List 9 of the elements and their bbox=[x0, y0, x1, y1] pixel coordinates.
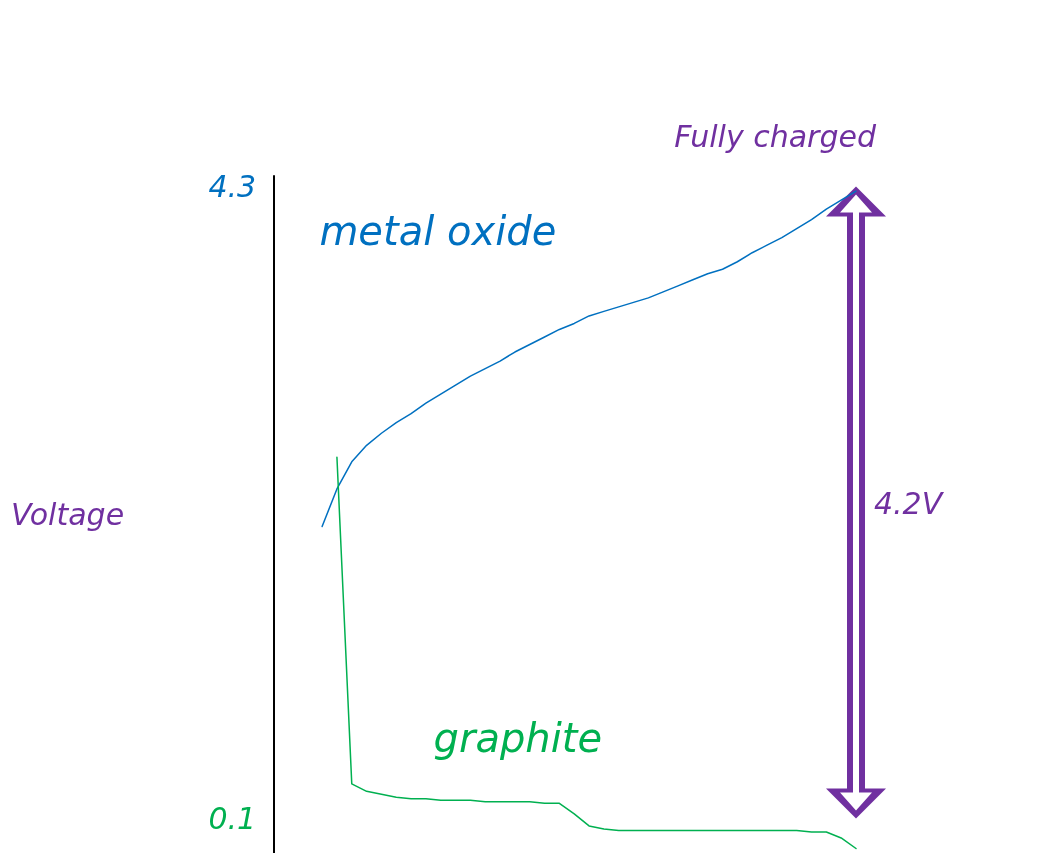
y-tick-label: 0.1 bbox=[208, 800, 257, 836]
series-label: graphite bbox=[433, 714, 603, 761]
text: Fully charged bbox=[674, 118, 877, 154]
line-series bbox=[336, 456, 857, 850]
line-series bbox=[321, 190, 857, 528]
text: 4.2V bbox=[874, 486, 945, 522]
y-tick-label: 4.3 bbox=[208, 169, 257, 205]
y-axis-title: Voltage bbox=[10, 497, 125, 532]
series-label: metal oxide bbox=[319, 207, 557, 254]
